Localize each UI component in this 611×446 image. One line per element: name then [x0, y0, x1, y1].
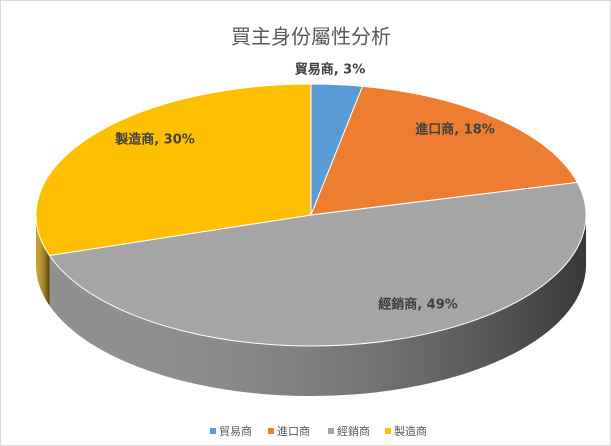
data-label: 進口商, 18% — [415, 122, 495, 138]
slice — [48, 181, 587, 347]
slice — [35, 83, 312, 257]
slice-side-shade — [49, 215, 586, 396]
chart-title: 買主身份屬性分析 — [231, 25, 391, 49]
legend-label: 進口商 — [277, 424, 310, 438]
data-label: 貿易商, 3% — [295, 62, 366, 78]
slice — [310, 85, 579, 216]
data-label: 製造商, 30% — [114, 132, 195, 148]
legend-label: 貿易商 — [219, 424, 252, 438]
legend-swatch — [328, 428, 334, 434]
legend-swatch — [385, 428, 391, 434]
data-label: 經銷商, 49% — [378, 297, 458, 313]
legend-swatch — [210, 428, 216, 434]
legend-label: 製造商 — [394, 424, 427, 438]
slice-side-shade — [36, 215, 50, 306]
legend-swatch — [268, 428, 274, 434]
legend-label: 經銷商 — [337, 424, 370, 438]
